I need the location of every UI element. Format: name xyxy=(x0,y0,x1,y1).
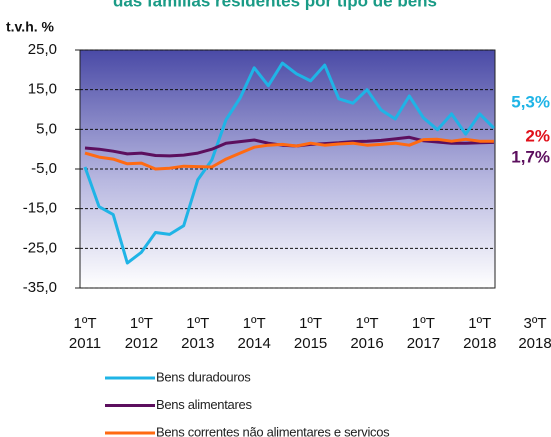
period-label: 3ºT 2018 xyxy=(518,315,551,352)
x-tick-label: 1ºT 2015 xyxy=(293,315,328,352)
y-tick-label: -15,0 xyxy=(23,200,57,217)
series-line xyxy=(84,137,494,171)
y-axis-label: t.v.h. % xyxy=(6,19,55,35)
chart-title: das famílias residentes por tipo de bens xyxy=(113,0,437,10)
y-tick-label: -35,0 xyxy=(23,279,57,296)
end-label: 2% xyxy=(525,126,550,145)
legend-label: Bens correntes não alimentares e servico… xyxy=(156,424,390,437)
legend-label: Bens duradouros xyxy=(156,369,251,384)
series-line xyxy=(83,61,495,265)
end-label: 5,3% xyxy=(511,92,550,111)
x-tick-label: 1ºT 2017 xyxy=(406,315,441,352)
end-label: 1,7% xyxy=(511,147,550,166)
x-tick-label: 1ºT 2018 xyxy=(463,315,497,352)
y-tick-label: -5,0 xyxy=(31,160,57,177)
x-tick-label: 1ºT 2014 xyxy=(237,315,271,352)
x-tick-label: 1ºT 2016 xyxy=(350,315,384,352)
x-tick-label: 1ºT 2011 xyxy=(68,315,102,352)
y-tick-label: 15,0 xyxy=(28,81,57,98)
x-tick-label: 1ºT 2013 xyxy=(181,315,215,352)
y-tick-label: 25,0 xyxy=(28,41,57,58)
legend-label: Bens alimentares xyxy=(156,397,252,412)
y-tick-label: -25,0 xyxy=(23,239,57,256)
y-tick-label: 5,0 xyxy=(36,120,57,137)
x-tick-label: 1ºT 2012 xyxy=(124,315,159,352)
